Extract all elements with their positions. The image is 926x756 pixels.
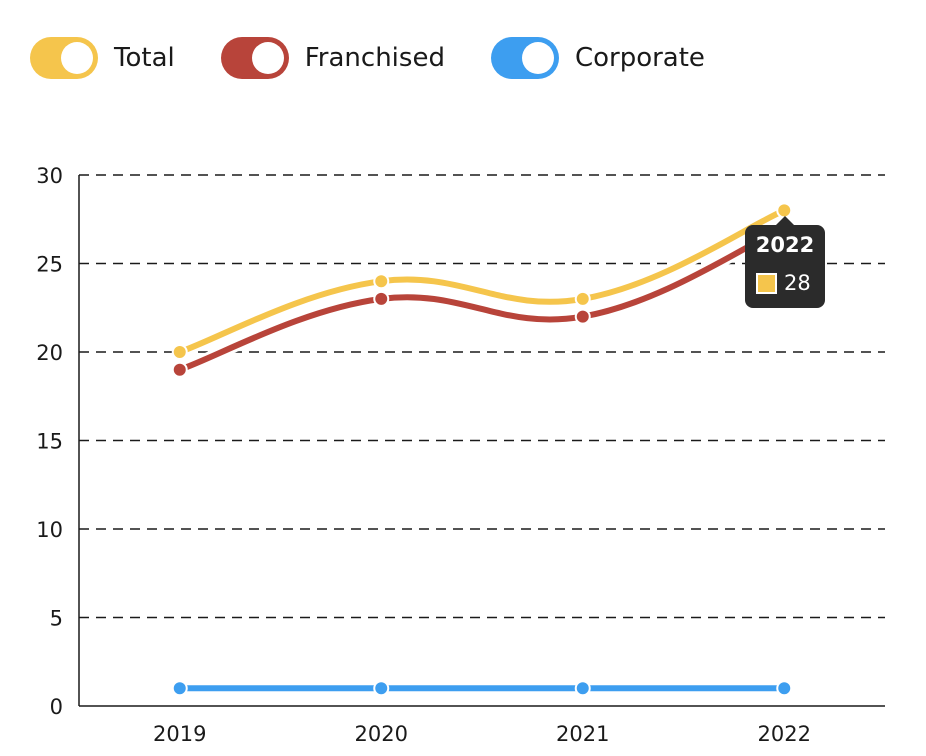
data-point-total [574, 290, 591, 307]
legend-item-franchised[interactable]: Franchised [220, 37, 445, 79]
total-toggle[interactable] [30, 37, 98, 79]
legend-label-corporate: Corporate [574, 43, 705, 73]
legend-label-franchised: Franchised [304, 43, 445, 73]
legend-item-total[interactable]: Total [30, 37, 175, 79]
toggle-knob [251, 42, 284, 74]
y-tick-label: 10 [36, 518, 63, 542]
toggle-knob [521, 42, 554, 74]
legend-item-corporate[interactable]: Corporate [490, 37, 705, 79]
tooltip-value: 28 [784, 271, 811, 295]
data-point-franchised [373, 290, 390, 307]
data-tooltip: 2022 28 [745, 216, 825, 308]
y-tick-label: 25 [36, 253, 63, 277]
legend-label-total: Total [114, 43, 175, 73]
x-tick-label: 2021 [556, 722, 609, 746]
y-tick-label: 5 [50, 607, 63, 631]
data-point-corporate [171, 680, 188, 697]
y-tick-label: 15 [36, 430, 63, 454]
x-tick-label: 2020 [355, 722, 408, 746]
y-tick-label: 20 [36, 341, 63, 365]
data-point-corporate [776, 680, 793, 697]
tooltip-title: 2022 [755, 233, 815, 257]
series-halo-franchised [173, 222, 791, 376]
data-point-total [171, 344, 188, 360]
data-point-franchised [574, 308, 591, 325]
franchised-toggle[interactable] [220, 37, 289, 79]
data-point-corporate [373, 680, 390, 697]
y-tick-label: 0 [50, 695, 63, 719]
series-line-total [176, 207, 788, 355]
chart-legend: Total Franchised Corporate [30, 36, 705, 80]
x-tick-label: 2019 [153, 722, 206, 746]
data-point-franchised [171, 361, 188, 378]
series-line-franchised [176, 225, 788, 373]
x-tick-label: 2022 [758, 722, 811, 746]
data-point-corporate [574, 680, 591, 697]
tooltip-swatch [756, 272, 777, 294]
data-point-total [373, 273, 390, 290]
corporate-toggle[interactable] [490, 37, 559, 79]
tooltip-row: 28 [756, 271, 811, 295]
y-tick-label: 30 [36, 164, 63, 188]
toggle-knob [61, 42, 93, 74]
